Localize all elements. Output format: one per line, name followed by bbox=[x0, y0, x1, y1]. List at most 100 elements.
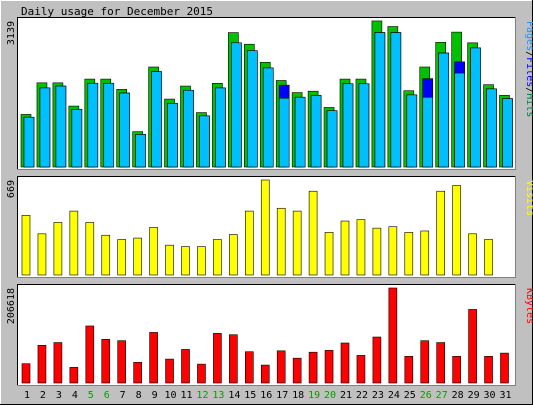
bar-visits bbox=[133, 237, 142, 276]
bar-kbytes bbox=[372, 336, 382, 384]
bar-pages bbox=[294, 96, 306, 168]
bars-hits bbox=[20, 20, 513, 168]
bar-kbytes bbox=[165, 358, 174, 384]
x-tick-label: 1 bbox=[24, 390, 30, 401]
bar-visits bbox=[165, 244, 174, 276]
bar-pages bbox=[326, 110, 338, 168]
bar-pages bbox=[247, 50, 258, 168]
bar-kbytes bbox=[388, 287, 398, 384]
bar-visits bbox=[181, 246, 190, 276]
bar-visits bbox=[324, 232, 334, 276]
bar-kbytes bbox=[500, 352, 509, 384]
bar-pages bbox=[438, 52, 450, 168]
x-tick-label: 23 bbox=[372, 390, 384, 401]
legend-entry-kbytes: KBytes bbox=[524, 288, 533, 324]
x-tick-label: 19 bbox=[308, 390, 320, 401]
bar-visits bbox=[388, 226, 398, 276]
bar-visits bbox=[149, 227, 158, 276]
bar-pages bbox=[183, 89, 194, 168]
bar-kbytes bbox=[69, 367, 79, 384]
bar-kbytes bbox=[133, 362, 142, 384]
x-tick-label: 29 bbox=[468, 390, 480, 401]
panel-legend: KBytes bbox=[524, 288, 533, 324]
panel-max-label: 669 bbox=[6, 180, 17, 198]
x-tick-label: 8 bbox=[136, 390, 142, 401]
x-tick-label: 22 bbox=[356, 390, 368, 401]
panel-visits: 669 Visits bbox=[6, 176, 533, 278]
bar-pages bbox=[406, 94, 418, 168]
x-tick-label: 18 bbox=[292, 390, 304, 401]
x-tick-label: 21 bbox=[340, 390, 352, 401]
panel-legend: Pages/Files/Hits bbox=[524, 21, 533, 117]
panel-legend: Visits bbox=[524, 180, 533, 216]
bar-kbytes bbox=[292, 357, 302, 384]
bar-pages bbox=[486, 88, 497, 168]
bar-visits bbox=[21, 215, 31, 276]
panel-max-label: 206618 bbox=[6, 288, 17, 324]
bars-visits bbox=[21, 179, 493, 276]
x-axis-labels: 1 2 3 4 5 6 7 8 9 10 11 12 13 14 15 16 17 18 19 20 21 22 23 24 2… bbox=[24, 390, 512, 401]
bar-pages bbox=[87, 82, 99, 168]
bar-kbytes bbox=[149, 332, 158, 384]
bar-pages bbox=[231, 42, 242, 168]
bar-pages bbox=[199, 115, 210, 168]
bar-pages bbox=[167, 102, 178, 168]
bar-kbytes bbox=[468, 309, 477, 384]
bar-visits bbox=[276, 207, 286, 276]
bar-kbytes bbox=[356, 355, 366, 384]
bar-visits bbox=[53, 222, 63, 276]
x-tick-label: 9 bbox=[152, 390, 158, 401]
bar-pages bbox=[151, 71, 162, 168]
bar-visits bbox=[420, 230, 430, 276]
chart-title: Daily usage for December 2015 bbox=[21, 5, 213, 18]
bar-visits bbox=[292, 210, 302, 276]
x-tick-label: 28 bbox=[452, 390, 464, 401]
x-tick-label: 15 bbox=[244, 390, 256, 401]
legend-entry-files: Files bbox=[524, 57, 533, 87]
x-tick-label: 26 bbox=[420, 390, 432, 401]
x-tick-label: 5 bbox=[88, 390, 94, 401]
bar-kbytes bbox=[420, 340, 430, 384]
x-tick-label: 25 bbox=[404, 390, 416, 401]
x-tick-label: 2 bbox=[40, 390, 46, 401]
bar-visits bbox=[69, 210, 79, 276]
bar-visits bbox=[404, 232, 414, 276]
bar-pages bbox=[342, 83, 354, 168]
panel-max-label: 3139 bbox=[6, 21, 17, 45]
legend-text: Visits bbox=[524, 180, 533, 216]
x-tick-label: 12 bbox=[196, 390, 208, 401]
x-tick-label: 27 bbox=[436, 390, 448, 401]
legend-text: Pages/Files/Hits bbox=[524, 21, 533, 117]
bar-pages bbox=[374, 32, 386, 168]
bar-visits bbox=[101, 234, 111, 276]
bar-pages bbox=[390, 32, 402, 168]
panel-kbytes: 206618 KBytes bbox=[6, 284, 533, 386]
bar-pages bbox=[215, 87, 226, 168]
legend-text: KBytes bbox=[524, 288, 533, 324]
bar-kbytes bbox=[324, 350, 334, 384]
bar-pages bbox=[470, 47, 481, 168]
x-tick-label: 31 bbox=[499, 390, 511, 401]
bar-kbytes bbox=[276, 350, 286, 384]
bar-kbytes bbox=[101, 339, 111, 384]
bar-kbytes bbox=[85, 325, 95, 384]
bar-pages bbox=[454, 72, 465, 168]
bar-visits bbox=[260, 179, 270, 276]
x-tick-label: 4 bbox=[72, 390, 78, 401]
bar-pages bbox=[310, 95, 322, 168]
bar-kbytes bbox=[340, 342, 350, 384]
bar-pages bbox=[23, 116, 35, 168]
bar-kbytes bbox=[21, 363, 31, 384]
bar-visits bbox=[436, 190, 446, 276]
bar-kbytes bbox=[181, 349, 190, 384]
legend-entry-visits: Visits bbox=[524, 180, 533, 216]
bar-pages bbox=[55, 85, 67, 168]
legend-entry-pages: Pages bbox=[524, 21, 533, 51]
bar-visits bbox=[197, 246, 206, 276]
x-tick-label: 13 bbox=[212, 390, 224, 401]
bar-kbytes bbox=[404, 356, 414, 384]
bar-pages bbox=[39, 87, 51, 168]
bar-visits bbox=[468, 233, 477, 276]
bar-visits bbox=[452, 185, 461, 276]
